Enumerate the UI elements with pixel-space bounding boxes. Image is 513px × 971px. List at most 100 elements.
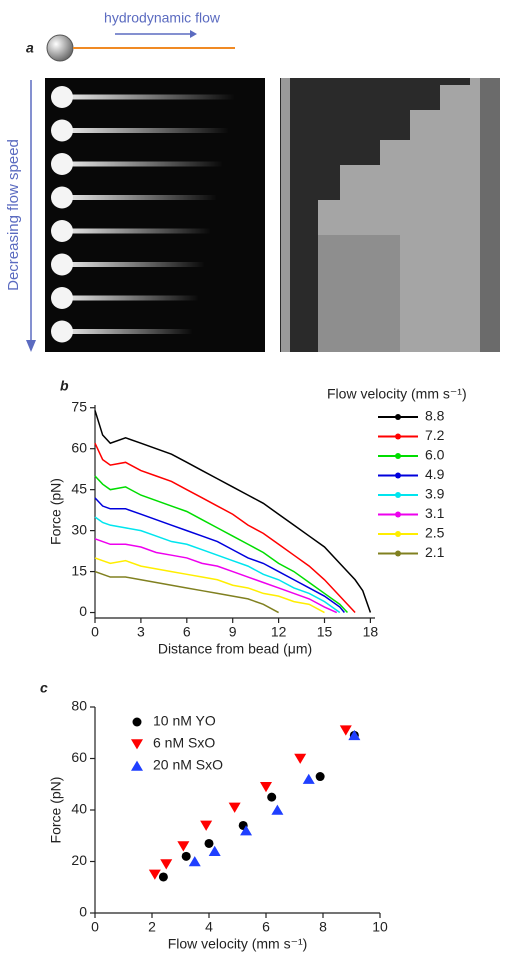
legend-label: 7.2 xyxy=(425,427,445,443)
legend-marker xyxy=(395,492,401,498)
line xyxy=(94,475,349,614)
legend-title: Flow velocity (mm s⁻¹) xyxy=(327,386,467,402)
point xyxy=(148,869,161,880)
streak xyxy=(60,94,235,100)
point xyxy=(302,773,315,784)
point xyxy=(271,804,284,815)
y-tick-label: 45 xyxy=(71,480,87,496)
x-tick-label: 12 xyxy=(271,624,287,640)
flow-label: hydrodynamic flow xyxy=(104,10,221,26)
point xyxy=(200,820,213,831)
bead xyxy=(51,287,73,309)
y-tick-label: 15 xyxy=(71,562,87,578)
kymo-shade xyxy=(480,78,500,352)
y-axis-label: Force (pN) xyxy=(48,478,64,545)
legend-marker xyxy=(131,760,143,771)
legend-label: 6 nM SxO xyxy=(153,735,215,751)
line xyxy=(94,557,325,614)
bead-images xyxy=(45,78,265,352)
legend-label: 6.0 xyxy=(425,447,445,463)
bead xyxy=(51,220,73,242)
line xyxy=(94,497,345,614)
legend-marker xyxy=(131,739,143,750)
x-axis-label: Flow velocity (mm s⁻¹) xyxy=(168,936,308,952)
x-tick-label: 8 xyxy=(319,919,327,935)
legend-label: 20 nM SxO xyxy=(153,757,223,773)
point xyxy=(348,729,361,741)
point xyxy=(160,859,173,870)
bead xyxy=(51,253,73,276)
point xyxy=(315,772,325,782)
line xyxy=(94,538,338,614)
bead xyxy=(51,119,73,142)
x-tick-label: 2 xyxy=(148,919,156,935)
flow-arrowhead xyxy=(190,30,197,38)
y-tick-label: 0 xyxy=(79,904,87,920)
y-axis-label: Force (pN) xyxy=(48,777,64,844)
point xyxy=(339,725,352,736)
point xyxy=(208,845,221,856)
y-tick-label: 20 xyxy=(71,852,87,868)
panel-label: c xyxy=(40,680,48,696)
streak xyxy=(60,329,193,334)
line xyxy=(94,570,279,614)
x-axis-label: Distance from bead (μm) xyxy=(158,641,312,657)
legend-marker xyxy=(395,550,401,557)
point xyxy=(267,792,277,802)
streak xyxy=(60,195,217,200)
point xyxy=(181,851,191,861)
y-tick-label: 40 xyxy=(71,801,87,817)
x-tick-label: 15 xyxy=(317,624,333,640)
point xyxy=(177,841,190,852)
axis xyxy=(94,707,380,914)
speed-label: Decreasing flow speed xyxy=(5,139,22,291)
x-tick-label: 0 xyxy=(91,919,99,935)
panel-label: a xyxy=(26,40,34,56)
bead xyxy=(51,320,73,343)
legend-label: 10 nM YO xyxy=(153,713,216,729)
legend-marker xyxy=(395,433,401,440)
streak xyxy=(60,262,205,267)
speed-arrowhead xyxy=(26,340,36,352)
x-tick-label: 9 xyxy=(229,624,237,640)
point xyxy=(188,856,201,867)
bead xyxy=(51,153,73,175)
line xyxy=(94,410,372,613)
bead-rows xyxy=(51,86,235,343)
x-tick-label: 6 xyxy=(183,624,191,640)
legend-marker xyxy=(395,531,401,537)
streak xyxy=(60,295,199,301)
point xyxy=(158,872,168,882)
legend-marker xyxy=(395,453,401,459)
point xyxy=(240,825,253,836)
legend-marker xyxy=(132,717,142,727)
bead-icon xyxy=(46,34,74,62)
x-tick-label: 18 xyxy=(363,624,379,640)
legend-marker xyxy=(395,511,401,518)
x-tick-label: 3 xyxy=(137,624,145,640)
bead xyxy=(51,186,73,209)
kymo-shade xyxy=(318,235,400,352)
panel-label: b xyxy=(60,378,69,394)
point xyxy=(204,838,214,848)
legend-marker xyxy=(395,472,401,479)
x-tick-label: 0 xyxy=(91,624,99,640)
legend-label: 2.5 xyxy=(425,525,445,541)
streak xyxy=(60,128,229,133)
line xyxy=(94,442,356,614)
bead xyxy=(51,86,73,108)
legend-label: 8.8 xyxy=(425,408,445,424)
y-tick-label: 75 xyxy=(71,398,87,414)
legend-label: 4.9 xyxy=(425,466,445,482)
point xyxy=(228,802,241,813)
streak xyxy=(60,161,223,167)
y-tick-label: 60 xyxy=(71,749,87,765)
y-tick-label: 60 xyxy=(71,439,87,455)
kymo-edge xyxy=(281,78,290,352)
y-tick-label: 80 xyxy=(71,698,87,714)
point xyxy=(260,782,272,793)
legend-label: 3.9 xyxy=(425,486,445,502)
line xyxy=(94,516,341,614)
y-tick-label: 0 xyxy=(79,603,87,619)
